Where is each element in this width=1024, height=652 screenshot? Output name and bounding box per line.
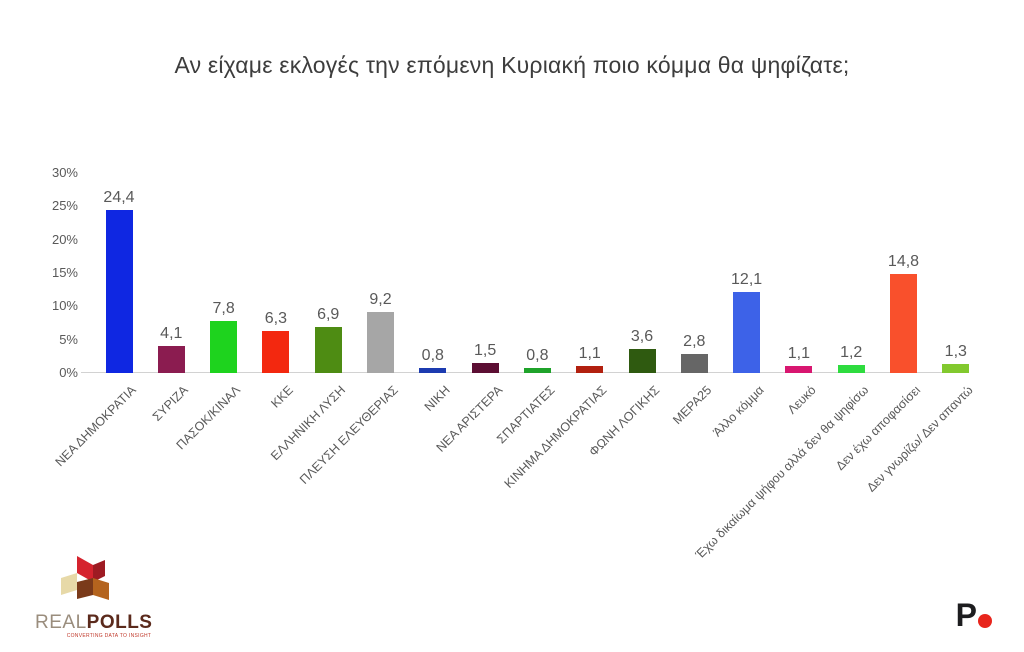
x-category-label: Δεν γνωρίζω/ Δεν απαντώ [864, 383, 976, 495]
realpolls-cubes-icon [61, 556, 109, 600]
bar [733, 292, 761, 373]
realpolls-wordmark-polls: POLLS [86, 612, 153, 633]
y-tick-label: 30% [51, 165, 78, 180]
bar [837, 365, 865, 373]
bar [890, 274, 917, 373]
chart-title: Αν είχαμε εκλογές την επόμενη Κυριακή πο… [174, 52, 850, 78]
bar [262, 331, 290, 373]
p-brand-logo: P [955, 597, 992, 633]
bar [628, 349, 656, 373]
bar-value-label: 6,3 [264, 310, 288, 327]
x-category-label: ΝΙΚΗ [421, 383, 453, 415]
bar-chart: 0% 5% 10% 15% 20% 25% 30% 24,4 ΝΕΑ ΔΗΜΟΚΡΑΤΙΑ 4,… [28, 160, 976, 561]
realpolls-tagline: CONVERTING DATA TO INSIGHT [66, 633, 152, 639]
bar-value-label: 6,9 [317, 306, 340, 323]
bar-value-label: 1,3 [944, 343, 967, 361]
bar [942, 364, 970, 373]
bar [680, 354, 708, 373]
bar [419, 367, 447, 373]
bar [210, 321, 238, 373]
y-tick-label: 20% [51, 231, 78, 247]
bar-value-label: 3,6 [630, 328, 654, 345]
x-category-label: ΠΛΕΥΣΗ ΕΛΕΥΘΕΡΙΑΣ [296, 383, 401, 487]
x-category-label: ΚΙΝΗΜΑ ΔΗΜΟΚΡΑΤΙΑΣ [501, 383, 610, 491]
x-category-label: ΣΥΡΙΖΑ [150, 383, 192, 424]
bar [523, 367, 551, 373]
bar-value-label: 0,8 [526, 346, 549, 364]
y-tick-label: 10% [51, 298, 78, 314]
bar-value-label: 2,8 [683, 333, 706, 351]
bar-value-label: 12,1 [731, 271, 763, 289]
bar-value-label: 1,1 [787, 344, 811, 362]
bar-value-label: 9,2 [369, 290, 392, 308]
y-tick-label: 5% [59, 331, 78, 347]
bar-value-label: 1,5 [473, 342, 497, 359]
bar-value-label: 4,1 [160, 324, 183, 342]
x-category-label: Λευκό [784, 383, 819, 417]
realpolls-wordmark: REALPOLLS [35, 612, 152, 634]
bar [785, 365, 813, 373]
x-category-label: ΚΚΕ [268, 383, 296, 411]
realpolls-wordmark-real: REAL [35, 612, 87, 633]
x-category-label: Έχω δικαίωμα ψήφου αλλά δεν θα ψηφίσω [692, 383, 872, 562]
p-brand-red-dot-icon [978, 614, 992, 628]
bar-value-label: 1,1 [578, 344, 601, 362]
bar-value-label: 0,8 [421, 346, 444, 364]
x-category-label: ΜΕΡΑ25 [670, 383, 715, 428]
plot-area: 24,4 ΝΕΑ ΔΗΜΟΚΡΑΤΙΑ 4,1 ΣΥΡΙΖΑ 7,8 ΠΑΣΟΚ/ΚΙΝΑ… [53, 160, 976, 561]
bar [105, 210, 133, 373]
bar [576, 365, 604, 373]
y-tick-label: 0% [59, 365, 78, 380]
bar [367, 311, 394, 373]
bar-value-label: 14,8 [887, 253, 920, 271]
bar [157, 345, 185, 373]
bar-value-label: 24,4 [103, 189, 135, 207]
y-tick-label: 25% [51, 198, 78, 214]
x-category-label: Άλλο κόμμα [710, 383, 767, 440]
bar [314, 327, 342, 373]
bar-value-label: 7,8 [212, 300, 235, 317]
p-brand-letter: P [955, 597, 977, 633]
y-axis: 0% 5% 10% 15% 20% 25% 30% [28, 160, 78, 380]
bar [471, 363, 499, 373]
bar-value-label: 1,2 [840, 344, 863, 361]
y-tick-label: 15% [51, 265, 78, 280]
realpolls-logo: REALPOLLS CONVERTING DATA TO INSIGHT [35, 556, 205, 646]
x-category-label: ΝΕΑ ΔΗΜΟΚΡΑΤΙΑ [52, 383, 139, 470]
